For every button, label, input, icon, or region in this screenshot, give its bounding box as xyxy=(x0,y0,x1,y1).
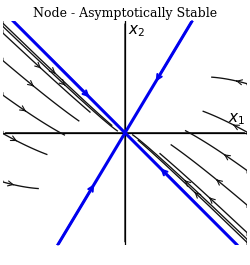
Text: $x_2$: $x_2$ xyxy=(128,23,146,38)
Title: Node - Asymptotically Stable: Node - Asymptotically Stable xyxy=(33,7,217,20)
Text: $x_1$: $x_1$ xyxy=(228,111,246,127)
